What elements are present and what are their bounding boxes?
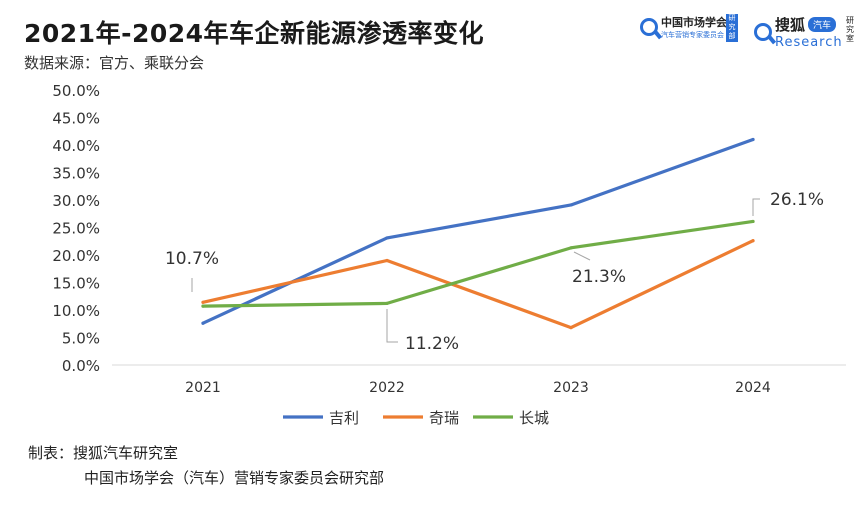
- logo-side-text: 研究室: [846, 16, 854, 43]
- data-label: 26.1%: [770, 190, 824, 210]
- y-tick-label: 50.0%: [52, 82, 100, 100]
- magnifier-q-icon: [640, 18, 658, 36]
- series-line-0: [201, 137, 755, 325]
- market-society-logo: 中国市场学会 汽车营销专家委员会 研究部: [640, 14, 738, 42]
- data-label-leader: [752, 198, 760, 216]
- y-tick-label: 0.0%: [62, 357, 100, 375]
- data-label: 10.7%: [165, 249, 219, 269]
- logo-org-name: 中国市场学会: [661, 16, 727, 29]
- logo-group: 中国市场学会 汽车营销专家委员会 研究部 搜狐 汽车 Research 研究室: [640, 14, 858, 50]
- logo-org-tagline: 汽车营销专家委员会: [661, 31, 724, 39]
- data-point: [751, 239, 755, 243]
- legend-label: 吉利: [329, 409, 359, 427]
- x-tick-label: 2021: [185, 380, 221, 396]
- data-point: [201, 300, 205, 304]
- data-source: 数据来源：官方、乘联分会: [24, 54, 205, 72]
- logo-stamp: 研究部: [726, 14, 738, 42]
- y-tick-label: 20.0%: [52, 247, 100, 265]
- x-tick-label: 2024: [735, 380, 771, 396]
- chart-legend: 吉利 奇瑞 长城: [283, 409, 549, 427]
- series-line-1: [201, 239, 755, 330]
- y-tick-label: 40.0%: [52, 137, 100, 155]
- data-label: 21.3%: [572, 267, 626, 287]
- data-point: [751, 219, 755, 224]
- legend-label: 奇瑞: [429, 409, 459, 427]
- footer-tabulator: 制表：搜狐汽车研究室: [28, 444, 179, 462]
- data-point: [569, 246, 573, 250]
- data-label-leader: [573, 251, 591, 261]
- data-point: [569, 203, 573, 207]
- series-line-2: [201, 219, 755, 308]
- logo-brand-name: 搜狐: [775, 16, 806, 34]
- legend-label: 长城: [519, 409, 549, 427]
- logo-brand-pill: 汽车: [808, 17, 837, 32]
- magnifier-r-icon: [754, 23, 772, 41]
- y-tick-label: 45.0%: [52, 110, 100, 128]
- data-label-leader: [386, 309, 398, 343]
- x-tick-label: 2022: [369, 380, 405, 396]
- sohu-research-logo: 搜狐 汽车 Research 研究室: [754, 14, 854, 50]
- data-point: [385, 301, 389, 305]
- data-point: [201, 321, 205, 325]
- y-tick-label: 5.0%: [62, 330, 100, 348]
- y-tick-label: 35.0%: [52, 165, 100, 183]
- y-tick-label: 10.0%: [52, 302, 100, 320]
- y-tick-label: 30.0%: [52, 192, 100, 210]
- x-tick-label: 2023: [553, 380, 589, 396]
- data-label: 11.2%: [405, 334, 459, 354]
- chart-title: 2021年-2024年车企新能源渗透率变化: [24, 19, 485, 48]
- data-point: [569, 326, 573, 330]
- data-labels: 10.7% 11.2% 21.3% 26.1%: [165, 190, 824, 354]
- logo-brand-word: Research: [775, 35, 843, 50]
- data-point: [385, 258, 389, 263]
- data-point: [751, 137, 755, 142]
- chart-series: [201, 137, 755, 330]
- y-tick-label: 25.0%: [52, 220, 100, 238]
- chart-axes: 0.0% 5.0% 10.0% 15.0% 20.0% 25.0% 30.0% 35.0% 40…: [52, 82, 846, 396]
- y-tick-label: 15.0%: [52, 275, 100, 293]
- data-point: [201, 304, 205, 308]
- footer-organization: 中国市场学会（汽车）营销专家委员会研究部: [84, 469, 385, 487]
- data-point: [385, 236, 389, 240]
